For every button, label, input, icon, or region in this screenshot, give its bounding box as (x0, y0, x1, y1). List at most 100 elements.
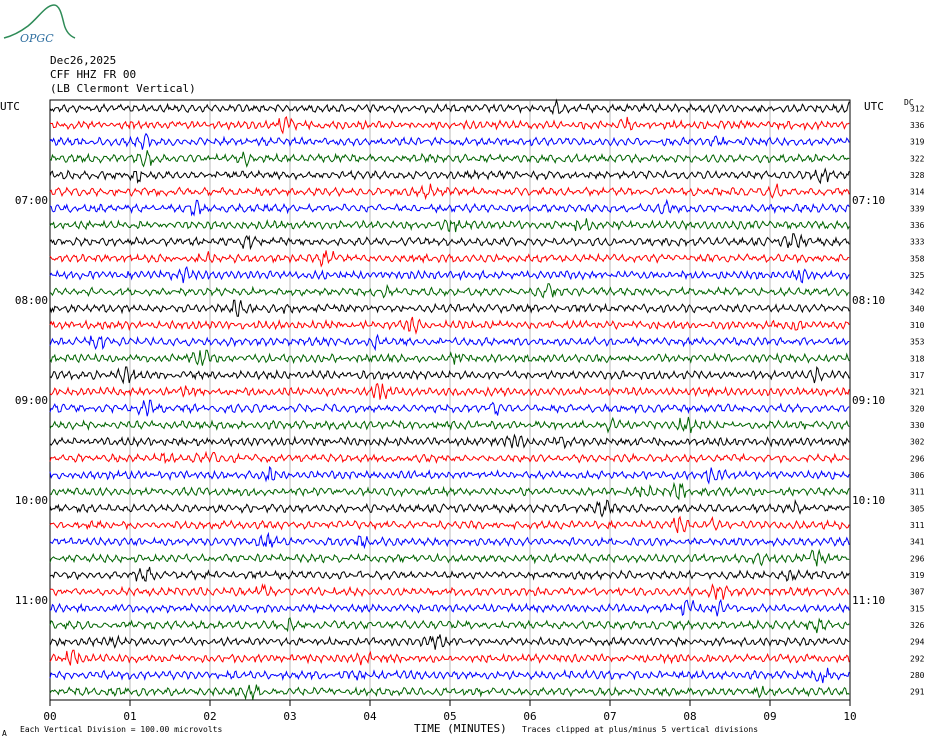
dc-value: 341 (910, 538, 925, 547)
trace-row-29 (49, 566, 850, 582)
x-tick-label: 06 (523, 710, 536, 723)
trace-row-24 (49, 481, 850, 501)
scale-note: Each Vertical Division = 100.00 microvol… (20, 725, 223, 734)
dc-value: 353 (910, 338, 925, 347)
dc-value: 325 (910, 271, 925, 280)
dc-value: 326 (910, 621, 925, 630)
x-tick-label: 04 (363, 710, 377, 723)
header-block: Dec26,2025 CFF HHZ FR 00 (LB Clermont Ve… (50, 54, 196, 96)
logo-text: OPGC (20, 32, 54, 45)
corner-mark: A (2, 729, 7, 738)
dc-value: 333 (910, 238, 925, 247)
right-utc-label: UTC (864, 100, 884, 113)
x-tick-label: 07 (603, 710, 616, 723)
dc-value: 307 (910, 588, 925, 597)
dc-value: 317 (910, 371, 925, 380)
dc-value: 292 (910, 654, 925, 663)
trace-row-6 (49, 183, 850, 201)
header-date: Dec26,2025 (50, 54, 117, 67)
dc-value: 342 (910, 288, 925, 297)
trace-row-5 (49, 167, 850, 185)
trace-row-3 (49, 132, 850, 150)
dc-value: 336 (910, 221, 925, 230)
x-tick-label: 08 (683, 710, 696, 723)
trace-row-28 (49, 548, 850, 567)
dc-value: 340 (910, 304, 925, 313)
clip-note: Traces clipped at plus/minus 5 vertical … (522, 725, 759, 734)
left-utc-label: UTC (0, 100, 20, 113)
dc-value: 319 (910, 138, 925, 147)
dc-header: DC (904, 98, 914, 107)
dc-value: 336 (910, 121, 925, 130)
dc-value: 358 (910, 254, 925, 263)
dc-value: 305 (910, 504, 925, 513)
trace-row-12 (49, 283, 850, 299)
trace-row-4 (49, 150, 850, 168)
dc-value: 320 (910, 404, 925, 413)
dc-value: 321 (910, 388, 925, 397)
dc-value: 291 (910, 688, 925, 697)
dc-value: 311 (910, 521, 925, 530)
trace-row-36 (49, 684, 850, 701)
logo-mountain (3, 4, 76, 39)
right-time-label: 08:10 (852, 294, 885, 307)
opgc-logo: OPGC (3, 4, 76, 45)
right-time-label: 07:10 (852, 194, 885, 207)
trace-row-17 (49, 366, 850, 385)
dc-value: 311 (910, 488, 925, 497)
trace-row-18 (49, 382, 850, 400)
trace-row-26 (49, 515, 850, 534)
right-time-label: 10:10 (852, 494, 885, 507)
trace-row-11 (49, 265, 850, 284)
dc-value: 296 (910, 554, 925, 563)
trace-row-19 (49, 399, 850, 417)
trace-row-22 (49, 450, 850, 465)
right-time-label: 09:10 (852, 394, 885, 407)
dc-value: 314 (910, 188, 925, 197)
trace-row-35 (49, 667, 850, 684)
trace-row-20 (49, 416, 850, 434)
trace-row-13 (49, 299, 850, 317)
trace-row-15 (49, 333, 850, 352)
header-station: CFF HHZ FR 00 (50, 68, 137, 81)
trace-row-1 (49, 98, 850, 116)
dc-value: 339 (910, 204, 925, 213)
x-tick-label: 02 (203, 710, 216, 723)
x-tick-label: 09 (763, 710, 776, 723)
x-tick-label: 05 (443, 710, 456, 723)
right-time-label: 11:10 (852, 594, 885, 607)
x-tick-label: 03 (283, 710, 296, 723)
trace-row-34 (49, 649, 850, 666)
trace-row-31 (49, 598, 850, 617)
left-time-label: 11:00 (15, 594, 48, 607)
dc-value: 280 (910, 671, 925, 680)
trace-row-30 (49, 582, 850, 600)
dc-value: 322 (910, 154, 925, 163)
trace-row-10 (49, 250, 850, 268)
dc-value: 310 (910, 321, 925, 330)
trace-row-32 (49, 616, 850, 634)
dc-value: 294 (910, 638, 925, 647)
trace-row-23 (49, 465, 850, 485)
x-tick-label: 01 (123, 710, 136, 723)
trace-row-16 (49, 349, 850, 366)
trace-row-2 (49, 116, 850, 135)
left-time-label: 07:00 (15, 194, 48, 207)
left-time-label: 09:00 (15, 394, 48, 407)
left-time-label: 08:00 (15, 294, 48, 307)
dc-value: 306 (910, 471, 925, 480)
trace-row-33 (49, 634, 850, 650)
dc-value: 302 (910, 438, 925, 447)
trace-row-27 (49, 531, 850, 550)
dc-value: 296 (910, 454, 925, 463)
dc-value: 319 (910, 571, 925, 580)
trace-row-9 (49, 233, 850, 251)
x-axis-title: TIME (MINUTES) (414, 722, 507, 735)
trace-row-25 (49, 498, 850, 518)
x-tick-label: 10 (843, 710, 856, 723)
dc-value: 328 (910, 171, 925, 180)
x-tick-label: 00 (43, 710, 56, 723)
left-time-label: 10:00 (15, 494, 48, 507)
header-location: (LB Clermont Vertical) (50, 82, 196, 95)
